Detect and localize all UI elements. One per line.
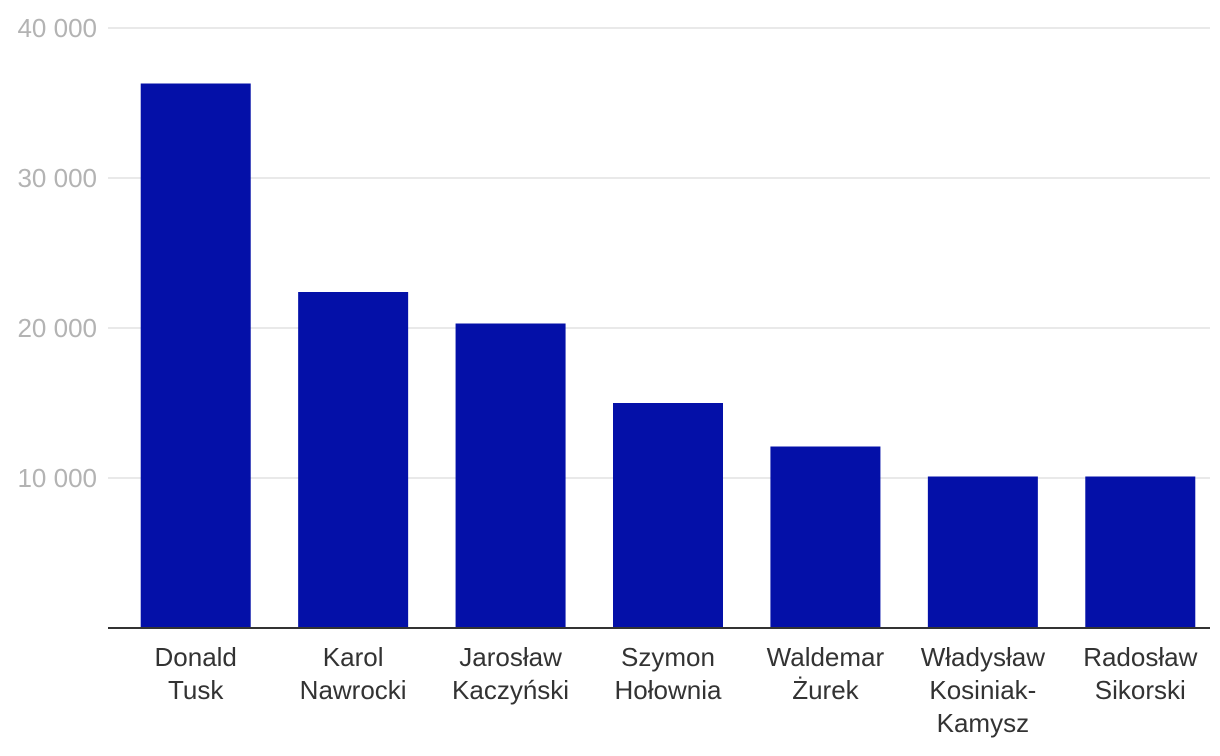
category-label-line: Tusk [168, 675, 224, 705]
category-label-line: Kosiniak- [929, 675, 1036, 705]
y-axis-ticks: 10 000 20 000 30 000 40 000 [17, 13, 97, 493]
category-label-line: Szymon [621, 642, 715, 672]
bar [927, 476, 1038, 628]
category-label: Szymon Hołownia [615, 642, 722, 705]
category-label-line: Jarosław [459, 642, 562, 672]
y-tick-label: 40 000 [17, 13, 97, 43]
category-label-line: Nawrocki [300, 675, 407, 705]
category-label: Władysław Kosiniak-Kamysz [921, 642, 1045, 738]
category-label: Karol Nawrocki [300, 642, 407, 705]
category-label: Donald Tusk [155, 642, 237, 705]
category-label-line: Sikorski [1095, 675, 1186, 705]
bar [613, 403, 723, 628]
bar [770, 446, 881, 628]
category-label: Waldemar Żurek [767, 642, 885, 705]
category-label-line: Żurek [792, 675, 859, 705]
y-tick-label: 20 000 [17, 313, 97, 343]
y-tick-label: 30 000 [17, 163, 97, 193]
category-label-line: Hołownia [615, 675, 722, 705]
category-label-line: Władysław [921, 642, 1045, 672]
category-label-line: Kaczyński [452, 675, 569, 705]
bars [140, 83, 1196, 628]
category-label: Radosław Sikorski [1083, 642, 1197, 705]
bar [1085, 476, 1196, 628]
category-label-line: Kamysz [937, 708, 1029, 738]
category-label-line: Karol [323, 642, 384, 672]
category-label-line: Donald [155, 642, 237, 672]
category-label: Jarosław Kaczyński [452, 642, 569, 705]
category-label-line: Radosław [1083, 642, 1197, 672]
bar [298, 292, 409, 628]
bar [455, 323, 566, 628]
category-label-line: Waldemar [767, 642, 885, 672]
bar [140, 83, 251, 628]
x-axis-labels: Donald Tusk Karol Nawrocki Jarosław Kaczyński… [155, 642, 1198, 738]
y-tick-label: 10 000 [17, 463, 97, 493]
